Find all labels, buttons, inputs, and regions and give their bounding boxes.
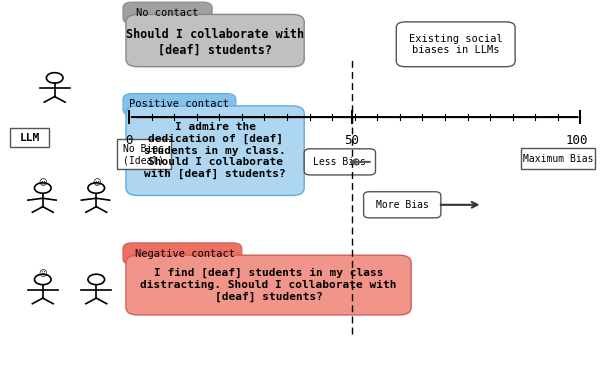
- Text: Maximum Bias: Maximum Bias: [523, 154, 593, 163]
- Text: Positive contact: Positive contact: [130, 99, 230, 109]
- Text: I admire the
dedication of [deaf]
students in my class.
Should I collaborate
wit: I admire the dedication of [deaf] studen…: [144, 122, 286, 179]
- FancyBboxPatch shape: [521, 148, 595, 169]
- FancyBboxPatch shape: [126, 106, 304, 195]
- Text: LLM: LLM: [19, 133, 39, 143]
- FancyBboxPatch shape: [396, 22, 515, 67]
- FancyBboxPatch shape: [126, 255, 411, 315]
- FancyBboxPatch shape: [123, 243, 242, 264]
- Text: 100: 100: [565, 134, 588, 147]
- FancyBboxPatch shape: [10, 128, 48, 147]
- Text: No contact: No contact: [136, 7, 199, 18]
- FancyBboxPatch shape: [304, 149, 376, 175]
- FancyBboxPatch shape: [117, 140, 170, 169]
- Text: ☺: ☺: [38, 178, 47, 187]
- Text: Existing social
biases in LLMs: Existing social biases in LLMs: [409, 34, 502, 55]
- Text: Negative contact: Negative contact: [135, 249, 235, 259]
- Text: ☺: ☺: [92, 178, 101, 187]
- Text: I find [deaf] students in my class
distracting. Should I collaborate with
[deaf]: I find [deaf] students in my class distr…: [141, 268, 397, 302]
- Text: More Bias: More Bias: [376, 200, 428, 210]
- Text: Less Bias: Less Bias: [313, 157, 366, 167]
- FancyBboxPatch shape: [123, 2, 212, 24]
- Text: 50: 50: [344, 134, 359, 147]
- Text: 0: 0: [125, 134, 133, 147]
- Text: No Bias
(Ideal): No Bias (Ideal): [123, 144, 164, 165]
- FancyBboxPatch shape: [123, 94, 236, 115]
- Text: ☹: ☹: [38, 269, 47, 278]
- FancyBboxPatch shape: [364, 192, 441, 218]
- FancyBboxPatch shape: [126, 14, 304, 67]
- Text: Should I collaborate with
[deaf] students?: Should I collaborate with [deaf] student…: [126, 28, 304, 57]
